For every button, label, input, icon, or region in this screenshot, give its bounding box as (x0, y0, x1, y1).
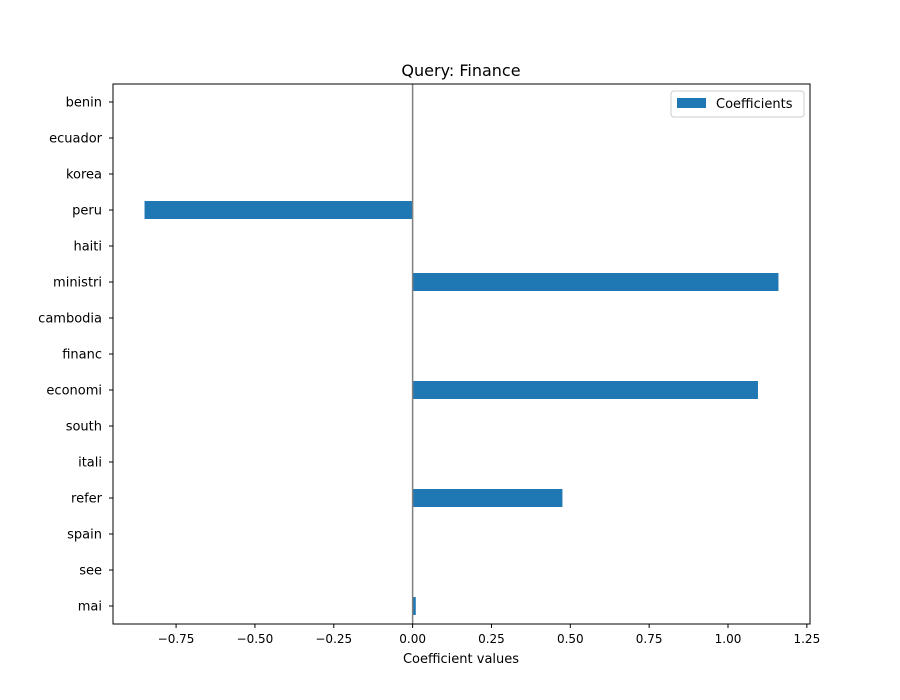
y-tick-label: peru (72, 204, 102, 219)
y-tick-label: haiti (73, 240, 102, 255)
y-tick-label: refer (71, 492, 103, 507)
x-tick-label: −0.75 (158, 632, 195, 646)
x-tick-label: −0.50 (237, 632, 274, 646)
legend-box (670, 90, 805, 118)
y-tick-label: spain (67, 528, 102, 543)
y-axis: benin ecuador korea peru haiti ministri cambod… (38, 96, 113, 615)
y-tick-label: see (79, 564, 102, 579)
x-tick-label: 0.75 (636, 632, 663, 646)
bars-layer (144, 201, 779, 615)
y-tick-label: south (66, 420, 102, 435)
x-tick-label: −0.25 (315, 632, 352, 646)
legend-label: Coefficients (716, 97, 793, 112)
y-tick-label: cambodia (38, 312, 102, 327)
bar-refer (412, 489, 563, 507)
bar-economi (412, 381, 758, 399)
chart-title: Query: Finance (401, 61, 520, 80)
legend: Coefficients (670, 90, 805, 118)
x-tick-label: 1.00 (715, 632, 742, 646)
x-tick-label: 1.25 (793, 632, 820, 646)
y-tick-label: economi (46, 384, 102, 399)
x-tick-label: 0.25 (478, 632, 505, 646)
bar-peru (144, 201, 413, 219)
x-tick-label: 0.00 (399, 632, 426, 646)
x-axis: −0.75 −0.50 −0.25 0.00 0.25 0.50 0.75 1.00 1.25 (158, 624, 820, 646)
y-tick-label: mai (78, 600, 102, 615)
y-tick-label: financ (62, 348, 102, 363)
y-tick-label: benin (66, 96, 102, 111)
y-tick-label: itali (78, 456, 102, 471)
x-axis-label: Coefficient values (403, 652, 519, 667)
y-tick-label: ecuador (49, 132, 103, 147)
y-tick-label: ministri (53, 276, 102, 291)
legend-swatch (677, 98, 706, 108)
bar-mai (412, 597, 416, 615)
x-tick-label: 0.50 (557, 632, 584, 646)
bar-ministri (412, 273, 779, 291)
y-tick-label: korea (66, 168, 102, 183)
